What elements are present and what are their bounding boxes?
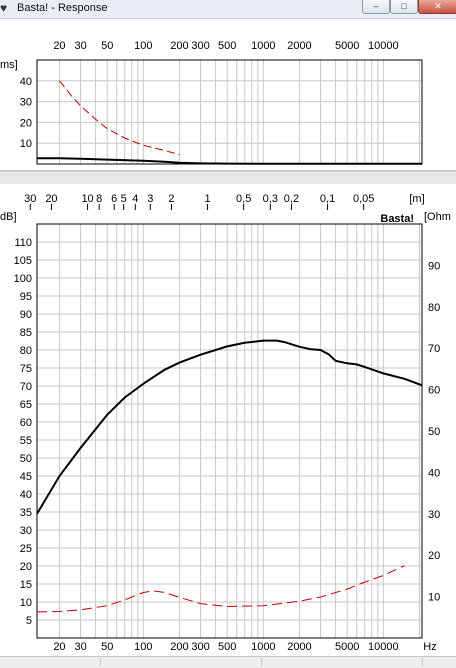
y-unit-label: ms]: [0, 59, 18, 71]
y-tick-label: 30: [20, 525, 32, 537]
x-tick-label: 500: [218, 40, 236, 52]
y-tick-label: 40: [20, 489, 32, 501]
y-tick-label: 10: [20, 138, 32, 150]
y-tick-label: 25: [20, 543, 32, 555]
frequency-response-chart: 30 20 10 8 6 5 4 3 2 1 0,5 0,3 0,2 0,1 0,05 [m]20 30 50 10…: [0, 193, 451, 653]
right-tick-label: 40: [428, 467, 440, 479]
watermark-text: Basta!: [380, 213, 414, 225]
x-tick-label: 10000: [368, 641, 399, 653]
wavelength-tick-label: 0,5: [236, 193, 251, 205]
y-tick-label: 30: [20, 97, 32, 109]
x-tick-label: 50: [101, 40, 113, 52]
wavelength-tick-label: 20: [45, 193, 57, 205]
x-tick-label: 1000: [251, 40, 275, 52]
wavelength-tick-label: 30: [24, 193, 36, 205]
x-tick-label: 300: [191, 40, 209, 52]
y-tick-label: 110: [14, 237, 32, 249]
response-panel: 30 20 10 8 6 5 4 3 2 1 0,5 0,3 0,2 0,1 0,05 [m] 20 30 50 10…: [0, 184, 456, 654]
x-tick-label: 5000: [335, 40, 359, 52]
right-tick-label: 70: [428, 343, 440, 355]
title-bar: ♥ Basta! - Response – □ ✕: [0, 0, 456, 19]
y-tick-label: 100: [14, 273, 32, 285]
wavelength-tick-label: 5: [121, 193, 127, 205]
y-tick-label: 55: [20, 435, 32, 447]
right-tick-label: 30: [428, 509, 440, 521]
x-tick-label: 30: [74, 40, 86, 52]
wavelength-tick-label: 0,05: [353, 193, 374, 205]
y-tick-label: 65: [20, 399, 32, 411]
y-tick-label: 105: [14, 255, 32, 267]
x-tick-label: 200: [170, 40, 188, 52]
plot-frame: [36, 223, 423, 639]
right-tick-label: 60: [428, 385, 440, 397]
y-tick-label: 85: [20, 327, 32, 339]
y-tick-label: 60: [20, 417, 32, 429]
maximize-button[interactable]: □: [390, 0, 418, 14]
x-unit-label: Hz: [423, 641, 436, 653]
y-tick-label: 90: [20, 309, 32, 321]
status-bar: [0, 656, 456, 668]
y-tick-label: 35: [20, 507, 32, 519]
y-unit-label: dB]: [0, 211, 17, 223]
status-cell: [0, 658, 101, 666]
x-tick-label: 10000: [368, 40, 399, 52]
panel-splitter[interactable]: [0, 171, 456, 185]
y-tick-label: 45: [20, 471, 32, 483]
wavelength-tick-label: 3: [147, 193, 153, 205]
wavelength-tick-label: 0,1: [320, 193, 335, 205]
x-tick-label: 1000: [251, 641, 275, 653]
y-tick-label: 15: [20, 579, 32, 591]
y-tick-label: 10: [20, 597, 32, 609]
group-delay-dashed-curve: [59, 80, 180, 156]
y-tick-label: 20: [20, 561, 32, 573]
x-tick-label: 20: [53, 40, 65, 52]
wavelength-tick-label: 1: [205, 193, 211, 205]
wavelength-tick-label: 6: [111, 193, 117, 205]
wavelength-unit-label: [m]: [409, 193, 424, 205]
x-tick-label: 2000: [287, 641, 311, 653]
right-tick-label: 20: [428, 550, 440, 562]
x-tick-label: 300: [191, 641, 209, 653]
wavelength-tick-label: 8: [96, 193, 102, 205]
wavelength-tick-label: 0,2: [284, 193, 299, 205]
y-tick-label: 5: [26, 615, 32, 627]
impedance-curve: [36, 565, 405, 613]
x-tick-label: 200: [170, 641, 188, 653]
y-tick-label: 70: [20, 381, 32, 393]
y-tick-label: 80: [20, 345, 32, 357]
y-tick-label: 20: [20, 117, 32, 129]
close-button[interactable]: ✕: [418, 0, 456, 14]
y-tick-label: 95: [20, 291, 32, 303]
y-tick-label: 50: [20, 453, 32, 465]
window-title: Basta! - Response: [17, 2, 108, 14]
status-cell: [262, 658, 423, 666]
right-unit-label: [Ohm: [424, 211, 451, 223]
x-tick-label: 500: [218, 641, 236, 653]
x-tick-label: 5000: [335, 641, 359, 653]
x-tick-label: 100: [134, 641, 152, 653]
wavelength-tick-label: 10: [81, 193, 93, 205]
spl-curve: [36, 339, 423, 515]
x-tick-label: 2000: [287, 40, 311, 52]
x-tick-label: 30: [74, 641, 86, 653]
group-delay-curve: [37, 157, 422, 165]
right-tick-label: 90: [428, 260, 440, 272]
y-tick-label: 40: [20, 76, 32, 88]
status-cell: [101, 658, 262, 666]
group-delay-panel: 20 30 50 100 200 300 500 1000 2000 5000 10000 40 30 2…: [0, 19, 456, 171]
wavelength-tick-label: 4: [132, 193, 138, 205]
x-tick-label: 50: [101, 641, 113, 653]
right-tick-label: 80: [428, 302, 440, 314]
speaker-icon: ♥: [0, 1, 8, 15]
y-tick-label: 75: [20, 363, 32, 375]
wavelength-tick-label: 0,3: [263, 193, 278, 205]
group-delay-chart: 20 30 50 100 200 300 500 1000 2000 5000 10000 40 30 2…: [0, 40, 423, 165]
x-tick-label: 100: [134, 40, 152, 52]
right-tick-label: 50: [428, 426, 440, 438]
minimize-button[interactable]: –: [362, 0, 390, 14]
right-tick-label: 10: [428, 592, 440, 604]
wavelength-tick-label: 2: [168, 193, 174, 205]
x-tick-label: 20: [53, 641, 65, 653]
